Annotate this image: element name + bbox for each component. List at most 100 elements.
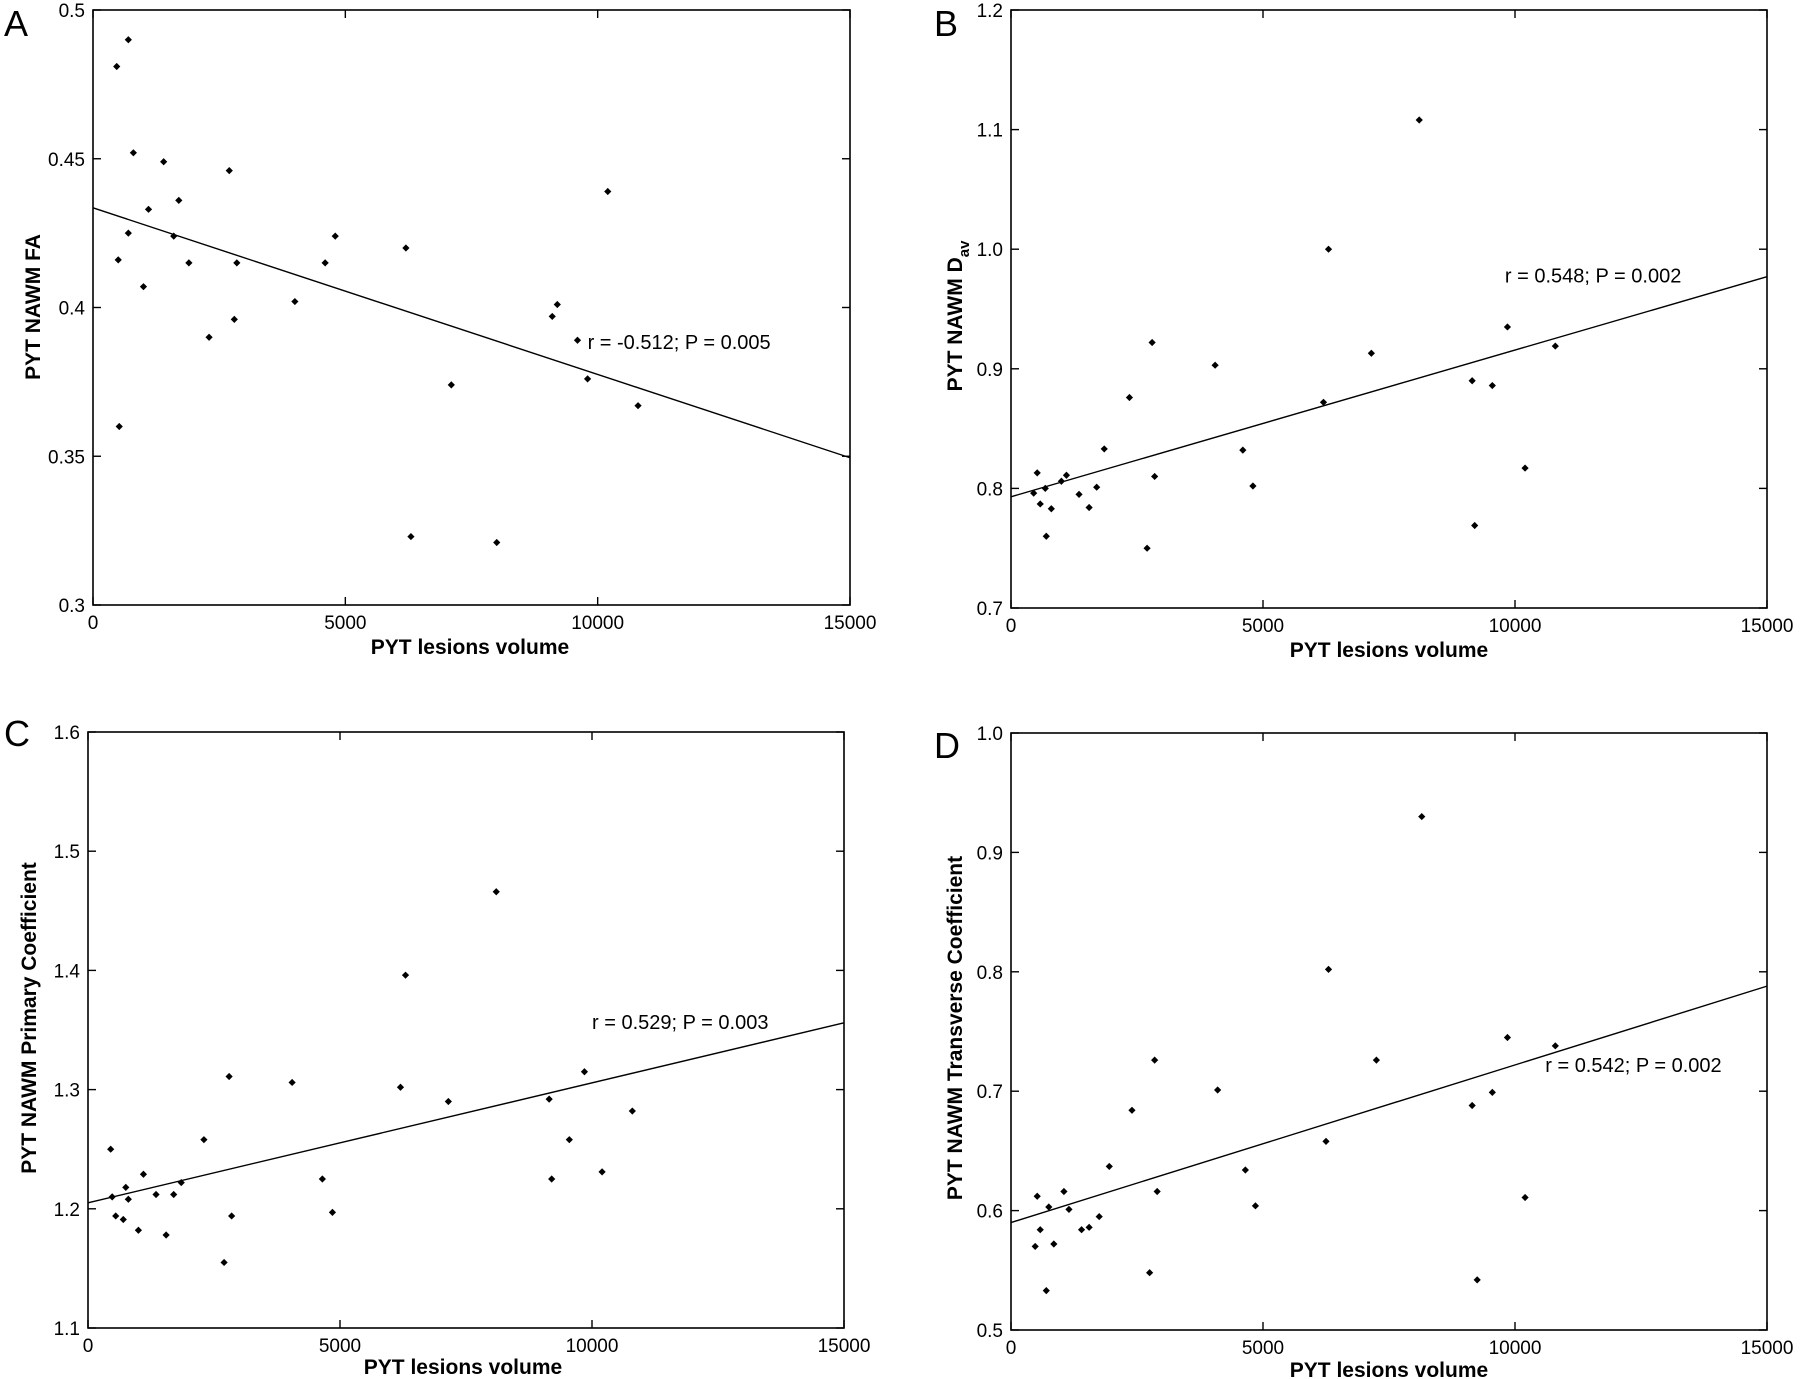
data-point [628,1107,636,1115]
y-tick-label: 1.0 [977,724,1003,745]
data-point [152,1190,160,1199]
data-point [107,1145,115,1153]
data-point [401,971,410,979]
data-point [328,1208,337,1216]
data-point [1239,446,1247,454]
data-point [220,1258,228,1267]
data-point [1033,469,1041,477]
data-point [1036,1226,1044,1234]
data-point [580,1068,589,1076]
data-point [331,232,339,240]
plot-frame [87,731,845,1329]
x-tick-label: 5000 [324,613,366,634]
data-point [291,297,299,306]
data-point [565,1136,573,1144]
correlation-annotation: r = 0.548; P = 0.002 [1505,266,1681,288]
data-point [115,422,123,431]
data-point [604,187,612,196]
data-point [1415,116,1423,124]
data-point [1062,471,1071,479]
data-point [230,315,238,323]
y-tick-label: 0.45 [48,150,85,171]
y-tick-label: 0.9 [977,843,1003,864]
data-point [1241,1166,1249,1174]
x-axis-label: PYT lesions volume [371,636,569,659]
correlation-annotation: r = 0.529; P = 0.003 [592,1012,768,1034]
x-tick-label: 0 [1006,1338,1017,1359]
x-axis-label: PYT lesions volume [1290,639,1488,662]
data-point [205,333,213,341]
panel-label: A [4,3,28,44]
y-tick-label: 1.4 [54,961,81,982]
data-point [144,205,153,213]
data-point [1093,483,1101,491]
data-point [1251,1202,1260,1210]
data-point [1042,1286,1050,1295]
data-point [402,244,410,252]
data-point [1030,489,1038,497]
data-point [1042,532,1050,540]
data-point [548,1175,556,1183]
x-tick-label: 0 [88,613,99,634]
panel-a: A PYT lesions volume PYT NAWM FA r = -0.… [4,1,876,659]
data-point [1503,1033,1512,1042]
data-point [1521,1193,1529,1202]
data-point [1322,1137,1330,1145]
data-point [129,149,137,157]
y-tick-label: 0.6 [977,1202,1003,1223]
data-point [1551,1042,1559,1050]
data-point [1105,1162,1113,1171]
data-point [1324,245,1333,253]
data-point [634,402,642,410]
panel-c: C PYT lesions volume PYT NAWM Primary Co… [4,713,870,1379]
data-point [1488,1088,1496,1096]
data-point [1065,1205,1073,1214]
y-tick-label: 0.8 [977,963,1003,984]
y-tick-label: 1.3 [54,1081,80,1102]
data-point [444,1097,452,1106]
data-point [583,375,592,383]
data-point [114,256,122,264]
data-point [1075,490,1083,498]
x-axis-label: PYT lesions volume [364,1356,562,1379]
y-tick-label: 0.3 [59,596,85,617]
y-tick-label: 1.1 [54,1319,80,1340]
x-tick-label: 10000 [1489,616,1542,637]
plot-frame [92,9,851,606]
data-point [1041,484,1049,492]
data-point [1503,323,1512,331]
data-point [492,888,500,896]
y-tick-label: 0.8 [977,479,1003,500]
data-point [321,259,329,267]
y-tick-label: 1.2 [977,1,1003,22]
panel-label: C [4,713,30,754]
y-axis-label-subscript: av [956,240,973,257]
data-point [493,538,501,547]
data-point [1211,361,1219,369]
y-tick-label: 1.2 [54,1200,80,1221]
x-tick-label: 10000 [566,1336,619,1357]
data-point [228,1212,236,1220]
y-tick-label: 1.0 [977,240,1003,261]
data-point [1151,472,1159,481]
data-point [1128,1106,1136,1114]
data-point [553,300,561,309]
data-point [1249,482,1257,490]
y-tick-label: 0.5 [977,1321,1003,1342]
y-tick-label: 0.7 [977,1082,1003,1103]
data-point [122,1183,130,1191]
x-tick-label: 0 [1006,616,1017,637]
data-point [1031,1242,1039,1251]
regression-line [1010,276,1768,498]
data-point [1050,1240,1058,1248]
x-tick-label: 15000 [818,1336,871,1357]
x-tick-label: 5000 [319,1336,361,1357]
data-point [108,1193,116,1201]
correlation-annotation: r = -0.512; P = 0.005 [588,332,771,354]
data-point [1153,1187,1161,1196]
y-tick-label: 0.35 [48,447,85,468]
data-point [175,196,183,204]
x-tick-label: 10000 [571,613,624,634]
y-tick-label: 1.5 [54,842,80,863]
data-point [170,232,178,240]
